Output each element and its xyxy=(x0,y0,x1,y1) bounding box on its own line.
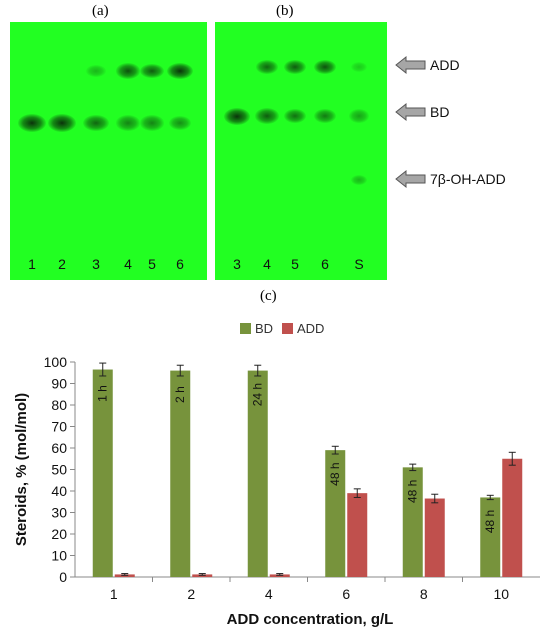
tlc-a-bd-spot xyxy=(83,114,109,132)
x-axis-title: ADD concentration, g/L xyxy=(227,611,394,628)
legend-label-add: ADD xyxy=(297,321,324,336)
y-tick-label: 100 xyxy=(44,354,68,370)
x-tick-label: 4 xyxy=(265,586,273,602)
bar-annotation: 48 h xyxy=(483,510,497,533)
y-tick-label: 90 xyxy=(51,376,67,392)
tlc-b-add-spot xyxy=(283,60,307,74)
x-tick-label: 1 xyxy=(110,586,118,602)
y-tick-label: 40 xyxy=(51,483,67,499)
y-tick-label: 70 xyxy=(51,419,67,435)
x-tick-label: 2 xyxy=(187,586,195,602)
tlc-b-oh-add-spot xyxy=(350,174,368,186)
bar-annotation: 48 h xyxy=(406,480,420,503)
tlc-b-lane-label: 6 xyxy=(321,256,329,272)
tlc-a-lane-label: 5 xyxy=(148,256,156,272)
legend-swatch-add xyxy=(282,323,293,334)
bar-bd xyxy=(325,450,346,577)
bar-annotation: 1 h xyxy=(96,385,110,402)
tlc-a-lane-label: 2 xyxy=(58,256,66,272)
y-tick-label: 30 xyxy=(51,505,67,521)
marker-arrow-icon xyxy=(395,102,426,122)
bar-bd xyxy=(480,497,501,577)
marker-label: ADD xyxy=(430,57,460,73)
tlc-a-lane-label: 4 xyxy=(124,256,132,272)
bar-annotation: 2 h xyxy=(173,386,187,403)
x-tick-label: 10 xyxy=(493,586,509,602)
bar-add xyxy=(502,458,523,577)
tlc-b-add-spot xyxy=(313,59,337,75)
panel-label-b: (b) xyxy=(276,3,294,19)
tlc-a-add-spot xyxy=(140,63,164,79)
marker-label: 7β-OH-ADD xyxy=(430,171,506,187)
bar-bd xyxy=(170,370,191,577)
tlc-plate-b: 3 4 5 6 S xyxy=(215,22,387,280)
x-tick-label: 8 xyxy=(420,586,428,602)
marker-arrows: ADD BD 7β-OH-ADD xyxy=(395,55,506,189)
tlc-b-lane-label: 4 xyxy=(263,256,271,272)
tlc-a-add-spot xyxy=(86,65,106,77)
tlc-a-bd-spot xyxy=(140,115,164,131)
tlc-b-add-spot xyxy=(350,61,368,73)
bar-add xyxy=(424,498,445,577)
tlc-a-add-spot xyxy=(115,63,141,79)
bar-bd xyxy=(247,370,268,577)
bar-add xyxy=(347,493,368,577)
panel-label-a: (a) xyxy=(92,3,109,19)
y-tick-label: 60 xyxy=(51,440,67,456)
tlc-a-add-spot xyxy=(167,63,193,79)
tlc-b-bd-spot xyxy=(224,107,250,125)
tlc-a-lane-label: 1 xyxy=(28,256,36,272)
tlc-a-lane-label: 3 xyxy=(92,256,100,272)
bar-annotation: 24 h xyxy=(251,383,265,406)
tlc-b-lane-label: 3 xyxy=(233,256,241,272)
marker-arrow-icon xyxy=(395,55,426,75)
legend-swatch-bd xyxy=(240,323,251,334)
bar-annotation: 48 h xyxy=(328,462,342,485)
tlc-b-add-spot xyxy=(256,60,278,74)
y-tick-label: 0 xyxy=(59,569,67,585)
legend-label-bd: BD xyxy=(255,321,273,336)
tlc-b-bd-spot xyxy=(313,108,337,124)
bar-bd xyxy=(92,369,113,577)
bar-bd xyxy=(402,467,423,577)
tlc-a-bd-spot xyxy=(48,114,76,132)
marker-label: BD xyxy=(430,104,449,120)
y-tick-label: 10 xyxy=(51,548,67,564)
tlc-b-lane-label: 5 xyxy=(291,256,299,272)
y-tick-label: 80 xyxy=(51,397,67,413)
tlc-b-bd-spot xyxy=(348,109,370,123)
y-tick-label: 50 xyxy=(51,462,67,478)
marker-arrow-icon xyxy=(395,169,426,189)
tlc-b-lane-label: S xyxy=(354,256,364,272)
bar-chart: BD ADD 0 10 20 30 40 50 60 70 80 90 100 1 1 h 2 2 h 4 24 h… xyxy=(13,321,540,628)
panel-label-c: (c) xyxy=(260,288,277,304)
tlc-a-bd-spot xyxy=(116,115,140,131)
x-tick-label: 6 xyxy=(342,586,350,602)
tlc-a-bd-spot xyxy=(18,114,46,132)
tlc-b-bd-spot xyxy=(255,108,279,124)
y-axis-title: Steroids, % (mol/mol) xyxy=(13,393,30,546)
y-tick-label: 20 xyxy=(51,526,67,542)
tlc-b-bd-spot xyxy=(283,108,307,124)
tlc-a-bd-spot xyxy=(168,115,192,131)
tlc-a-lane-label: 6 xyxy=(176,256,184,272)
